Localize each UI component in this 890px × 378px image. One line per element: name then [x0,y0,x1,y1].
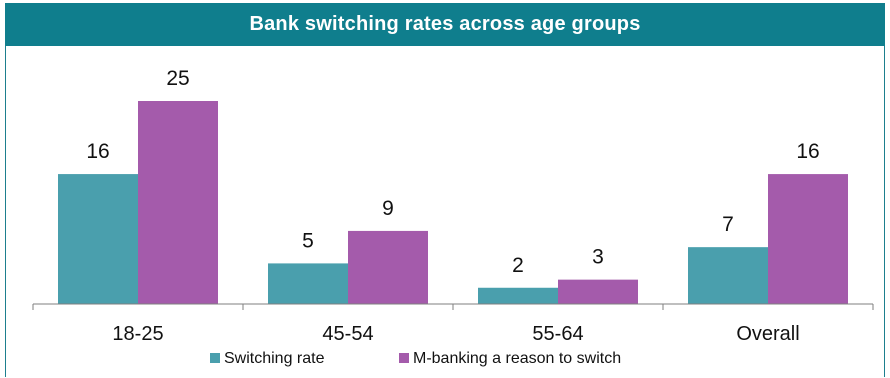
bar-overall-series-1 [688,247,768,304]
bar-45-54-series-1 [268,263,348,304]
chart-title: Bank switching rates across age groups [249,13,641,35]
data-label: 16 [796,140,819,163]
legend-label-series-2: M-banking a reason to switch [413,350,621,367]
x-axis: 18-25 45-54 55-64 Overall [32,303,874,345]
data-label: 5 [302,229,314,252]
x-tick-label: 45-54 [322,323,373,345]
bar-18-25-series-2 [138,101,218,304]
data-label: 7 [722,213,734,236]
data-labels-layer: 16 25 5 9 2 3 7 16 [86,67,819,277]
x-tick-label: Overall [736,323,799,345]
bar-45-54-series-2 [348,230,428,304]
legend: Switching rate M-banking a reason to swit… [210,350,621,367]
data-label: 9 [382,197,394,220]
data-label: 3 [592,246,604,269]
legend-swatch-series-2 [399,353,409,363]
bars-layer [58,101,848,304]
legend-label-series-1: Switching rate [224,350,325,367]
bar-55-64-series-1 [478,287,558,304]
chart-title-bar: Bank switching rates across age groups [5,3,885,46]
x-tick-label: 55-64 [532,323,583,345]
x-tick-label: 18-25 [112,323,163,345]
bar-overall-series-2 [768,174,848,304]
legend-swatch-series-1 [210,353,220,363]
data-label: 25 [166,67,189,90]
data-label: 16 [86,140,109,163]
data-label: 2 [512,254,524,277]
bar-55-64-series-2 [558,279,638,304]
bar-18-25-series-1 [58,174,138,304]
